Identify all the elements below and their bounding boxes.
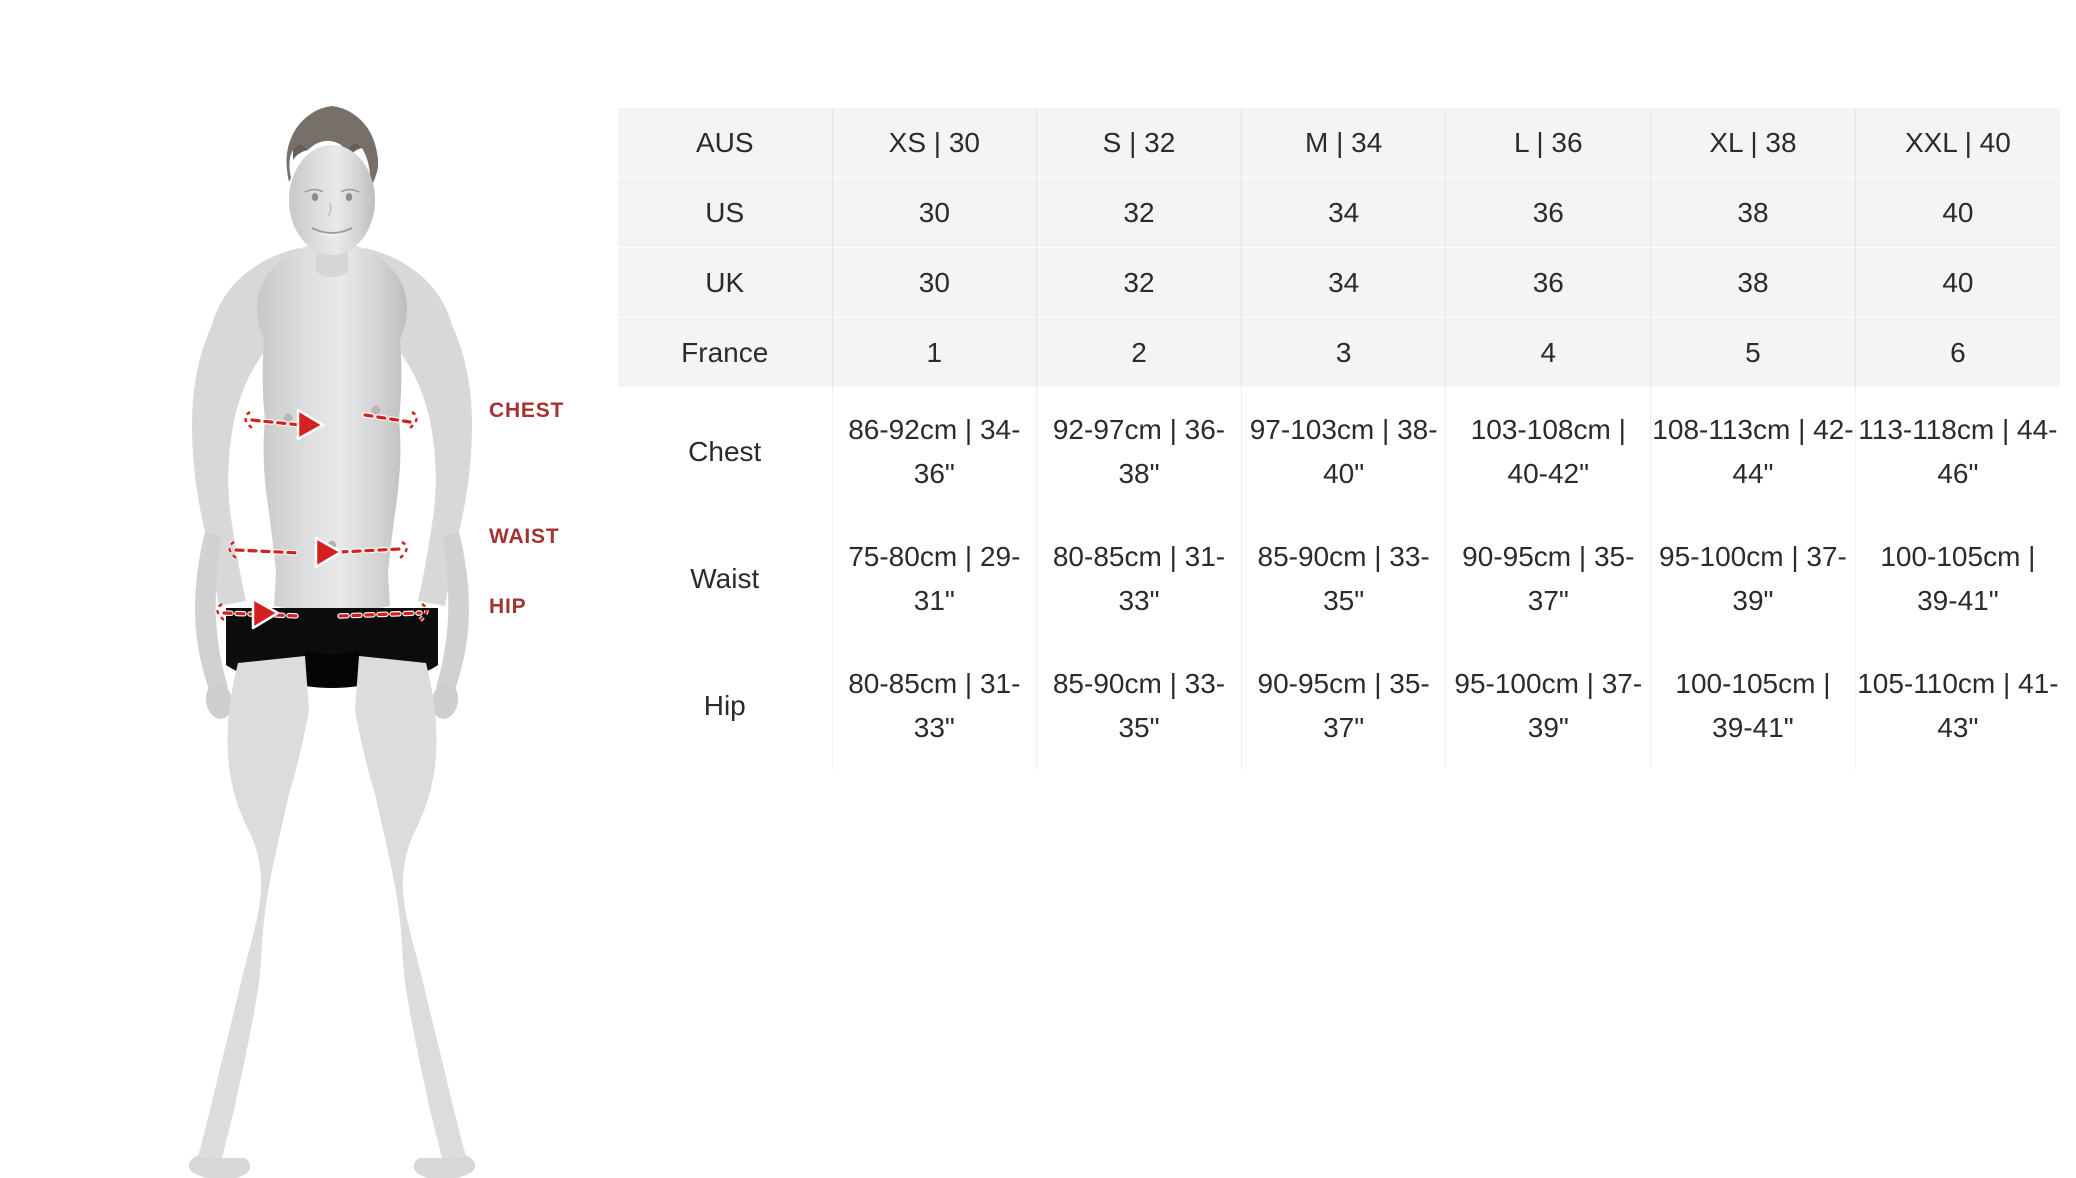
svg-text:WAIST: WAIST: [489, 525, 560, 548]
svg-text:HIP: HIP: [489, 595, 526, 618]
svg-text:CHEST: CHEST: [489, 399, 564, 422]
